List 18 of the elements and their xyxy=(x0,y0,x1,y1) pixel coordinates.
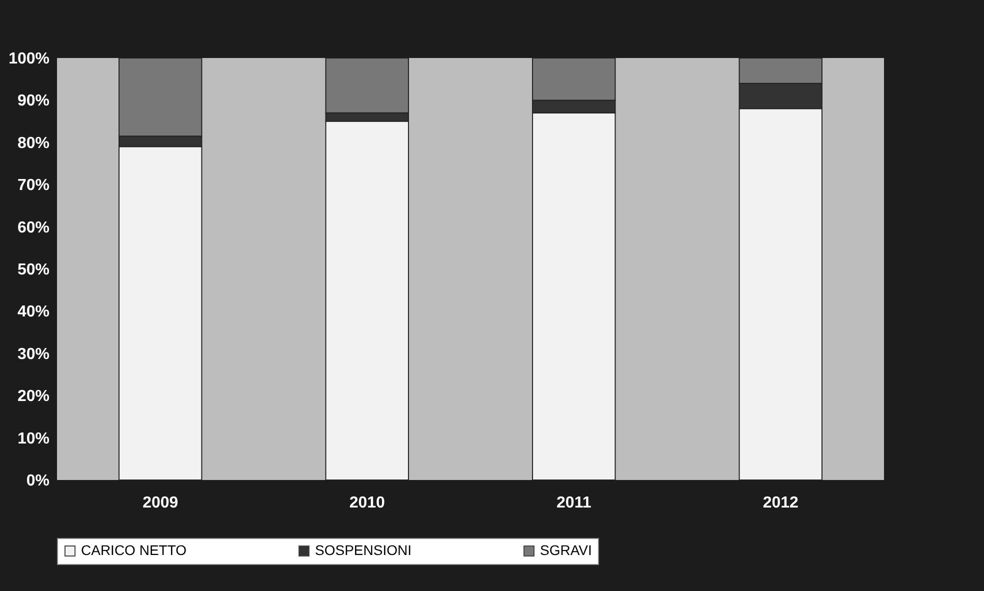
y-tick-label: 60% xyxy=(17,219,50,236)
x-tick-label: 2009 xyxy=(142,494,178,512)
legend-label: SGRAVI xyxy=(540,542,592,558)
x-tick-label: 2012 xyxy=(762,494,799,512)
y-tick-label: 70% xyxy=(17,177,50,194)
legend-label: CARICO NETTO xyxy=(81,542,187,558)
y-tick-label: 40% xyxy=(17,304,50,321)
legend-label: SOSPENSIONI xyxy=(315,542,412,558)
y-tick-label: 30% xyxy=(17,346,50,363)
y-tick-label: 50% xyxy=(17,262,50,278)
y-tick-label: 20% xyxy=(17,388,50,406)
y-tick-label: 90% xyxy=(17,92,50,110)
x-tick-label: 2011 xyxy=(556,494,592,512)
y-tick-label: 0% xyxy=(26,472,50,490)
y-tick-label: 80% xyxy=(17,134,50,152)
y-tick-label: 10% xyxy=(17,430,50,448)
x-tick-label: 2010 xyxy=(349,494,386,512)
y-tick-label: 100% xyxy=(8,50,50,68)
